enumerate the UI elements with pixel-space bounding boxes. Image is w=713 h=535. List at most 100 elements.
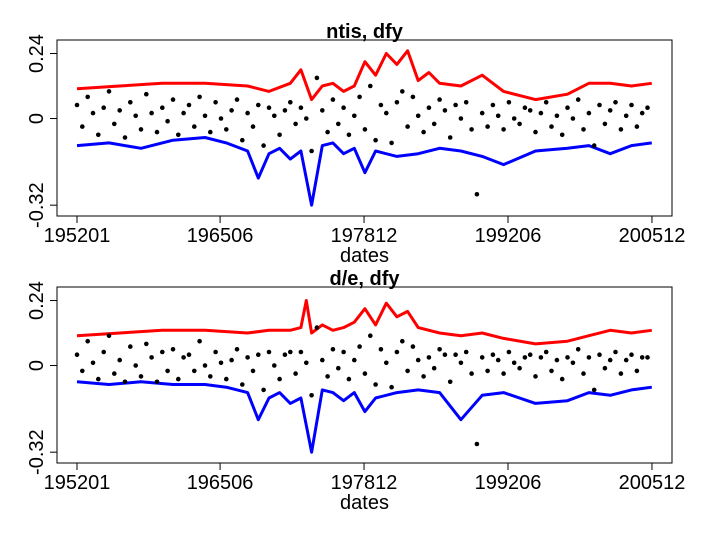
data-point xyxy=(453,102,458,108)
data-point xyxy=(352,357,357,363)
data-point xyxy=(277,376,282,382)
data-point xyxy=(186,102,192,108)
data-point xyxy=(346,376,352,382)
data-point xyxy=(639,355,645,360)
data-point xyxy=(202,113,208,119)
data-point xyxy=(320,357,325,363)
data-point xyxy=(490,102,496,108)
data-point xyxy=(634,368,640,374)
chart-title: d/e, dfy xyxy=(329,268,400,290)
data-point xyxy=(511,360,517,366)
data-point xyxy=(90,110,96,116)
data-point xyxy=(597,102,602,108)
data-point xyxy=(426,355,432,360)
data-point xyxy=(506,349,512,355)
data-point xyxy=(533,374,538,379)
data-point xyxy=(272,113,277,119)
data-point xyxy=(106,333,112,339)
data-point xyxy=(410,344,416,349)
data-point xyxy=(245,110,250,116)
data-point xyxy=(384,110,389,116)
data-point xyxy=(415,113,421,119)
data-point xyxy=(410,94,416,100)
data-point xyxy=(517,365,522,371)
data-point xyxy=(208,374,213,379)
data-point xyxy=(607,357,613,363)
data-point xyxy=(90,360,96,366)
y-tick-label: 0 xyxy=(26,113,48,124)
data-point xyxy=(341,105,346,110)
data-point xyxy=(565,105,570,110)
data-point xyxy=(213,349,218,355)
data-point xyxy=(554,357,560,363)
x-tick-label: 200512 xyxy=(619,472,686,494)
data-point xyxy=(586,355,592,360)
data-point xyxy=(138,374,144,379)
data-point xyxy=(581,371,586,376)
data-point xyxy=(250,124,256,129)
data-point xyxy=(298,105,304,110)
data-point xyxy=(447,379,453,385)
data-point xyxy=(405,368,410,374)
data-point xyxy=(325,129,330,135)
data-point xyxy=(240,137,245,143)
data-point xyxy=(421,129,426,135)
data-point xyxy=(330,347,336,352)
data-point xyxy=(479,355,485,360)
x-tick-label: 196506 xyxy=(187,225,254,247)
data-point xyxy=(543,349,549,355)
y-tick-label: -0.32 xyxy=(26,429,48,475)
data-point xyxy=(197,94,202,100)
data-point xyxy=(373,382,378,387)
x-tick-label: 200512 xyxy=(619,225,686,247)
data-point xyxy=(501,371,506,376)
data-point xyxy=(495,113,501,119)
data-point xyxy=(261,143,266,148)
data-point xyxy=(288,349,293,355)
data-point xyxy=(234,97,240,102)
data-point xyxy=(415,357,421,363)
x-axis-label: dates xyxy=(340,492,389,514)
data-point xyxy=(442,108,448,113)
data-point xyxy=(160,349,165,355)
data-point xyxy=(288,100,293,105)
data-point xyxy=(613,100,618,105)
data-point xyxy=(117,357,122,363)
data-point xyxy=(122,135,128,140)
data-point xyxy=(586,110,592,116)
data-point xyxy=(463,100,469,105)
data-point xyxy=(112,121,117,127)
x-tick-label: 195201 xyxy=(44,225,111,247)
data-point xyxy=(85,94,90,100)
data-point xyxy=(170,97,176,102)
data-point xyxy=(197,338,202,344)
data-point xyxy=(74,352,80,358)
data-point xyxy=(639,110,645,116)
data-point xyxy=(394,349,400,355)
data-point xyxy=(282,108,288,113)
data-point xyxy=(431,121,437,127)
data-point xyxy=(431,365,437,371)
data-point xyxy=(362,371,368,376)
chart-title: ntis, dfy xyxy=(326,21,404,43)
data-point xyxy=(314,325,320,330)
data-point xyxy=(474,441,480,447)
data-point xyxy=(543,100,549,105)
data-point xyxy=(128,100,133,105)
data-point xyxy=(506,100,512,105)
data-point xyxy=(559,132,565,138)
x-tick-label: 197812 xyxy=(331,225,398,247)
data-point xyxy=(85,338,90,344)
data-point xyxy=(101,349,106,355)
data-point xyxy=(341,349,346,355)
data-point xyxy=(293,371,298,376)
data-point xyxy=(181,355,186,360)
x-tick-label: 199206 xyxy=(475,472,542,494)
data-point xyxy=(533,129,538,135)
data-point xyxy=(469,371,474,376)
lower-band-line xyxy=(76,136,652,207)
data-point xyxy=(565,355,570,360)
data-point xyxy=(405,124,410,129)
data-point xyxy=(320,108,325,113)
data-point xyxy=(549,368,554,374)
